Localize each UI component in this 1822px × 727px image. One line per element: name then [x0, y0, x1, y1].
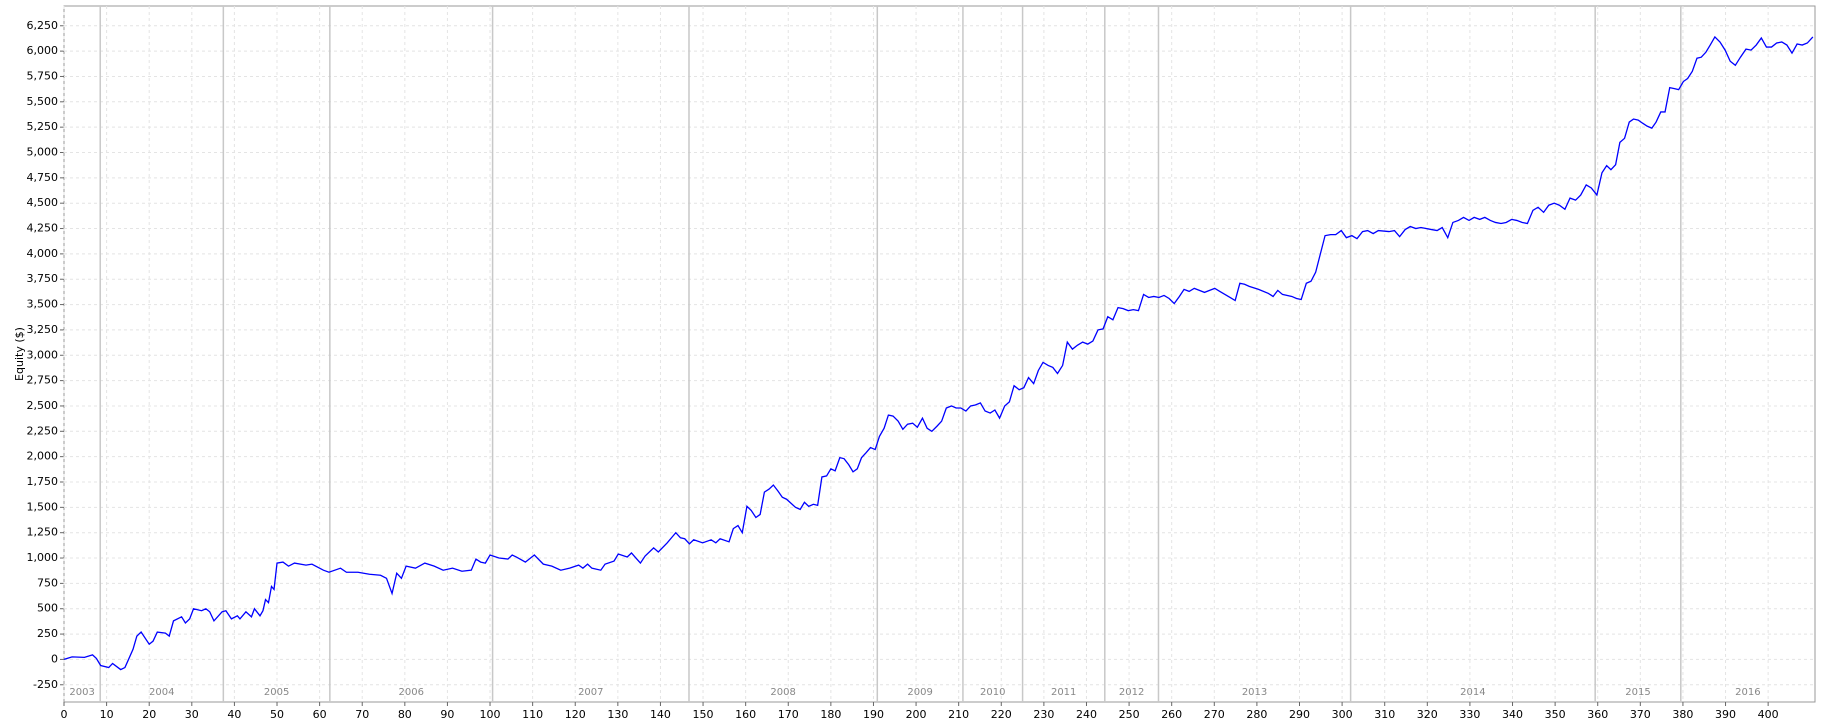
y-tick-label: 3,000 — [27, 348, 59, 361]
x-tick-label: 140 — [650, 708, 671, 721]
y-tick-label: 500 — [37, 602, 58, 615]
year-label: 2011 — [1051, 687, 1076, 698]
x-tick-label: 330 — [1459, 708, 1480, 721]
y-tick-label: 3,250 — [27, 323, 59, 336]
x-tick-label: 310 — [1374, 708, 1395, 721]
y-tick-label: 6,000 — [27, 44, 59, 57]
x-tick-label: 200 — [906, 708, 927, 721]
x-tick-label: 10 — [100, 708, 114, 721]
year-label: 2008 — [770, 687, 795, 698]
y-axis-label: Equity ($) — [13, 327, 26, 381]
year-label: 2003 — [69, 687, 94, 698]
x-tick-label: 180 — [820, 708, 841, 721]
y-tick-label: 1,000 — [27, 551, 59, 564]
y-tick-label: 3,750 — [27, 272, 59, 285]
x-tick-label: 280 — [1246, 708, 1267, 721]
y-tick-label: 5,500 — [27, 95, 59, 108]
year-label: 2009 — [907, 687, 932, 698]
year-label: 2007 — [578, 687, 603, 698]
x-tick-label: 400 — [1758, 708, 1779, 721]
y-tick-label: 3,500 — [27, 298, 59, 311]
x-tick-label: 170 — [778, 708, 799, 721]
x-tick-label: 320 — [1417, 708, 1438, 721]
x-tick-label: 20 — [142, 708, 156, 721]
x-tick-label: 0 — [61, 708, 68, 721]
y-tick-label: 0 — [51, 652, 58, 665]
x-tick-label: 160 — [735, 708, 756, 721]
plot-area — [63, 5, 1816, 703]
y-tick-label: 4,500 — [27, 196, 59, 209]
y-tick-label: 6,250 — [27, 19, 59, 32]
y-tick-label: 5,000 — [27, 145, 59, 158]
x-tick-label: 30 — [185, 708, 199, 721]
y-tick-label: 2,500 — [27, 399, 59, 412]
year-label: 2014 — [1460, 687, 1485, 698]
y-tick-label: 4,000 — [27, 247, 59, 260]
x-tick-label: 240 — [1076, 708, 1097, 721]
x-tick-label: 190 — [863, 708, 884, 721]
year-label: 2005 — [264, 687, 289, 698]
y-tick-label: 250 — [37, 627, 58, 640]
x-tick-label: 290 — [1289, 708, 1310, 721]
x-tick-label: 100 — [480, 708, 501, 721]
y-tick-label: 2,000 — [27, 450, 59, 463]
x-tick-label: 270 — [1204, 708, 1225, 721]
y-tick-label: 4,750 — [27, 171, 59, 184]
x-tick-label: 70 — [355, 708, 369, 721]
y-tick-label: 2,750 — [27, 374, 59, 387]
x-tick-label: 120 — [565, 708, 586, 721]
x-tick-label: 60 — [313, 708, 327, 721]
y-tick-label: 1,750 — [27, 475, 59, 488]
equity-line — [63, 35, 1814, 671]
x-tick-label: 250 — [1119, 708, 1140, 721]
y-tick-label: 4,250 — [27, 222, 59, 235]
y-tick-label: 1,250 — [27, 526, 59, 539]
year-label: 2016 — [1735, 687, 1760, 698]
y-tick-label: -250 — [33, 678, 58, 691]
year-label: 2013 — [1242, 687, 1267, 698]
x-tick-label: 150 — [693, 708, 714, 721]
y-tick-label: 2,250 — [27, 424, 59, 437]
y-tick-label: 5,750 — [27, 69, 59, 82]
x-tick-label: 230 — [1033, 708, 1054, 721]
y-tick-label: 750 — [37, 576, 58, 589]
year-label: 2006 — [398, 687, 423, 698]
y-tick-label: 5,250 — [27, 120, 59, 133]
x-tick-label: 210 — [948, 708, 969, 721]
x-tick-label: 340 — [1502, 708, 1523, 721]
x-tick-label: 360 — [1587, 708, 1608, 721]
x-tick-label: 390 — [1715, 708, 1736, 721]
y-tick-label: 1,500 — [27, 500, 59, 513]
year-label: 2012 — [1119, 687, 1144, 698]
x-tick-label: 50 — [270, 708, 284, 721]
x-tick-label: 380 — [1672, 708, 1693, 721]
year-label: 2004 — [149, 687, 174, 698]
x-tick-label: 90 — [440, 708, 454, 721]
x-tick-label: 110 — [522, 708, 543, 721]
x-tick-label: 40 — [227, 708, 241, 721]
x-tick-label: 80 — [398, 708, 412, 721]
year-label: 2010 — [980, 687, 1005, 698]
x-tick-label: 220 — [991, 708, 1012, 721]
x-tick-label: 260 — [1161, 708, 1182, 721]
x-tick-label: 300 — [1332, 708, 1353, 721]
x-tick-label: 350 — [1545, 708, 1566, 721]
x-tick-label: 130 — [607, 708, 628, 721]
x-tick-label: 370 — [1630, 708, 1651, 721]
year-label: 2015 — [1625, 687, 1650, 698]
